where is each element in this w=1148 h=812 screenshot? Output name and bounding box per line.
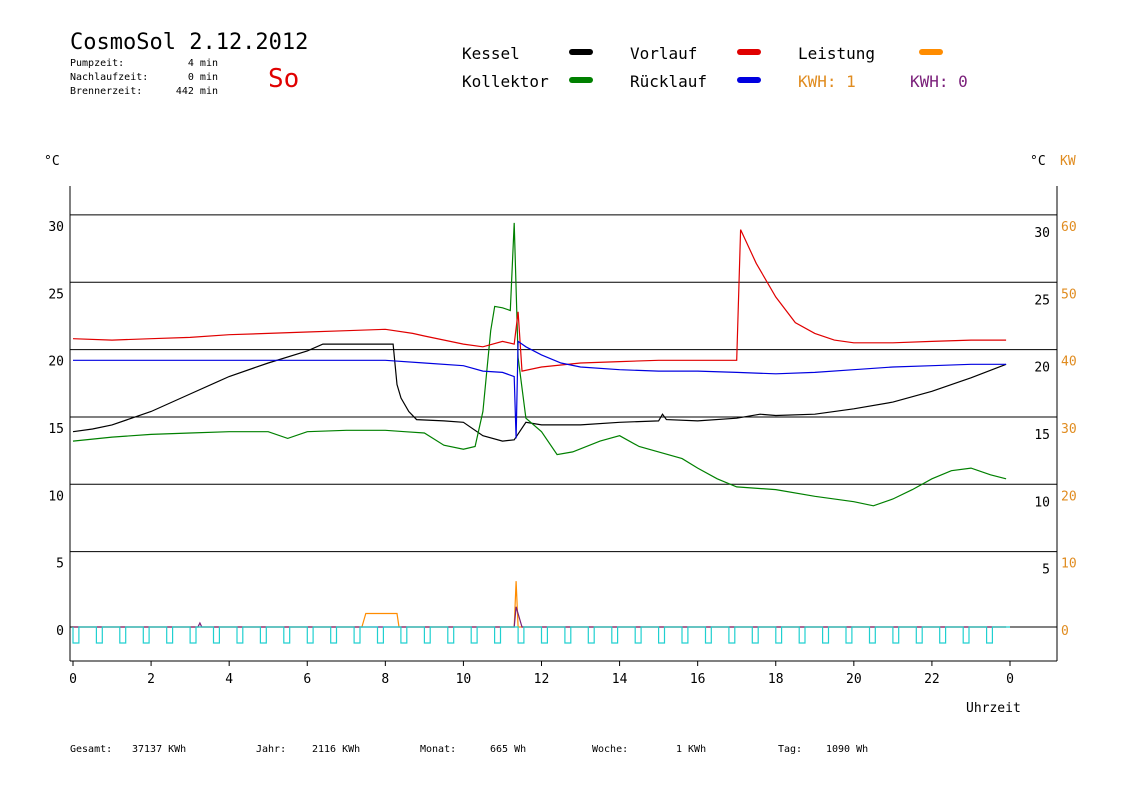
x-tick-label: 6 <box>303 672 311 687</box>
legend-label-kwh2: KWH: 0 <box>910 72 968 91</box>
footer-value-jahr: 2116 KWh <box>312 744 361 755</box>
y-tick-label-right: 10 <box>1034 495 1050 510</box>
stat-label-brenner: Brennerzeit: <box>70 86 143 97</box>
legend-label-kollektor: Kollektor <box>462 72 549 91</box>
footer-label-tag: Tag: <box>778 744 803 755</box>
footer-value-gesamt: 37137 KWh <box>132 744 187 755</box>
y-tick-label-left: 30 <box>48 220 64 235</box>
series-line-kollektor <box>72 222 1007 507</box>
legend-label-ruecklauf: Rücklauf <box>630 72 708 91</box>
y-tick-label-kw: 30 <box>1061 422 1077 437</box>
x-tick-label: 12 <box>534 672 550 687</box>
stat-value-nachlauf: 0 min <box>187 72 218 83</box>
y-tick-label-kw: 60 <box>1061 220 1077 235</box>
footer-label-gesamt: Gesamt: <box>70 744 113 755</box>
y-axis-label-kw: KW <box>1060 154 1076 169</box>
series-line-kessel <box>72 343 1007 442</box>
y-tick-label-left: 20 <box>48 355 64 370</box>
footer-label-monat: Monat: <box>420 744 457 755</box>
footer-label-jahr: Jahr: <box>256 744 287 755</box>
y-tick-label-left: 15 <box>48 422 64 437</box>
chart-ticks: 0 2 4 6 8 10 12 14 16 18 20 22 030252015105030252015… <box>48 220 1076 687</box>
legend-label-leistung: Leistung <box>798 44 876 63</box>
chart-axes <box>69 186 1058 662</box>
chart-series <box>72 222 1007 628</box>
stat-value-pump: 4 min <box>187 58 218 69</box>
chart-grid <box>70 214 1057 628</box>
page-title: CosmoSol 2.12.2012 <box>70 30 309 55</box>
x-tick-label: 10 <box>456 672 472 687</box>
series-line-leistung <box>73 581 1007 628</box>
x-tick-label: 0 <box>1006 672 1014 687</box>
y-tick-label-kw: 0 <box>1061 624 1069 639</box>
x-tick-label: 22 <box>924 672 940 687</box>
legend-label-kessel: Kessel <box>462 44 520 63</box>
legend-label-vorlauf: Vorlauf <box>630 44 698 63</box>
y-axis-label-right: °C <box>1030 154 1046 169</box>
series-line-r-cklauf <box>73 340 1007 439</box>
y-tick-label-right: 25 <box>1034 293 1050 308</box>
series-line-kwh-0 <box>73 606 1007 628</box>
x-tick-label: 8 <box>381 672 389 687</box>
y-tick-label-right: 30 <box>1034 226 1050 241</box>
x-tick-label: 14 <box>612 672 628 687</box>
y-tick-label-right: 15 <box>1034 428 1050 443</box>
x-tick-label: 16 <box>690 672 706 687</box>
legend-swatches <box>569 49 943 83</box>
pump-pulse-line <box>72 626 1010 644</box>
x-axis-label: Uhrzeit <box>966 701 1021 716</box>
stat-label-pump: Pumpzeit: <box>70 58 125 69</box>
footer-label-woche: Woche: <box>592 744 629 755</box>
x-tick-label: 18 <box>768 672 784 687</box>
series-line-vorlauf <box>72 229 1007 372</box>
x-tick-label: 0 <box>69 672 77 687</box>
x-tick-label: 20 <box>846 672 862 687</box>
y-tick-label-left: 5 <box>56 557 64 572</box>
stat-label-nachlauf: Nachlaufzeit: <box>70 72 149 83</box>
x-tick-label: 2 <box>147 672 155 687</box>
y-tick-label-kw: 10 <box>1061 557 1077 572</box>
y-axis-label-left: °C <box>44 154 60 169</box>
y-tick-label-right: 5 <box>1042 563 1050 578</box>
legend-label-kwh1: KWH: 1 <box>798 72 856 91</box>
pump-signal <box>72 626 1010 644</box>
y-tick-label-kw: 20 <box>1061 489 1077 504</box>
y-tick-label-left: 25 <box>48 287 64 302</box>
y-tick-label-kw: 50 <box>1061 287 1077 302</box>
y-tick-label-left: 10 <box>48 489 64 504</box>
y-tick-label-left: 0 <box>56 624 64 639</box>
weekday-label: So <box>268 64 300 94</box>
x-tick-label: 4 <box>225 672 233 687</box>
footer-value-woche: 1 KWh <box>676 744 707 755</box>
stat-value-brenner: 442 min <box>175 86 218 97</box>
footer-value-monat: 665 Wh <box>490 744 527 755</box>
footer-value-tag: 1090 Wh <box>826 744 869 755</box>
y-tick-label-right: 20 <box>1034 361 1050 376</box>
y-tick-label-kw: 40 <box>1061 355 1077 370</box>
